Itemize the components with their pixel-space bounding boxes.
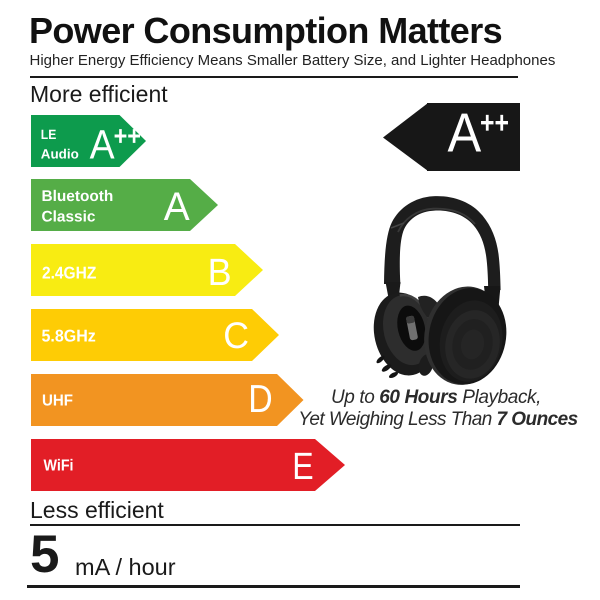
svg-text:A: A: [448, 102, 482, 164]
svg-text:D: D: [248, 378, 272, 421]
svg-text:B: B: [208, 252, 232, 294]
svg-text:WiFi: WiFi: [44, 457, 74, 474]
svg-text:UHF: UHF: [42, 393, 73, 410]
svg-text:5.8GHz: 5.8GHz: [42, 327, 96, 346]
svg-text:C: C: [223, 315, 249, 356]
svg-text:Audio: Audio: [41, 147, 79, 162]
svg-text:Classic: Classic: [42, 209, 96, 226]
svg-text:A: A: [90, 122, 116, 168]
svg-text:++: ++: [480, 105, 509, 140]
svg-text:Bluetooth: Bluetooth: [42, 188, 114, 205]
svg-text:2.4GHZ: 2.4GHZ: [42, 263, 96, 282]
svg-text:A: A: [164, 185, 190, 229]
svg-text:LE: LE: [41, 127, 57, 142]
svg-text:E: E: [292, 446, 313, 488]
svg-text:++: ++: [114, 121, 141, 151]
